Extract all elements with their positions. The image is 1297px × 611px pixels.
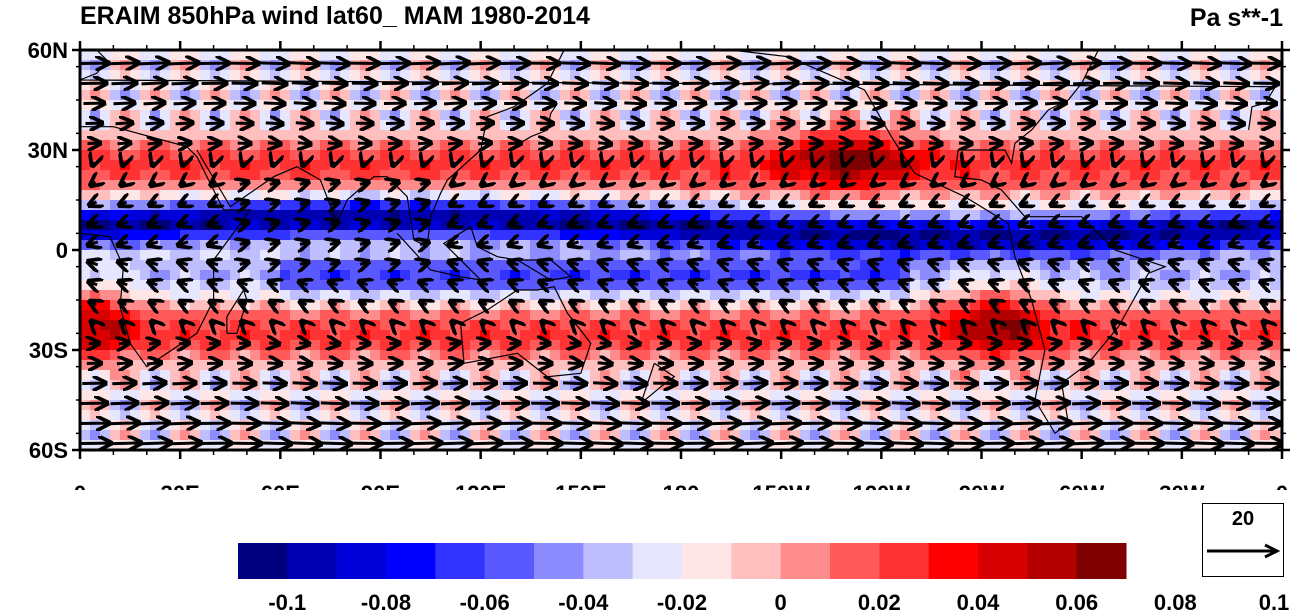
reference-vector-box: 20 xyxy=(1202,503,1284,577)
colorbar-box xyxy=(435,543,486,579)
reference-arrow-head xyxy=(1264,543,1281,559)
lon-label: 150W xyxy=(752,481,810,490)
colorbar-label: 0.06 xyxy=(1055,590,1098,611)
colorbar-label: 0.08 xyxy=(1154,590,1197,611)
reference-vector-label: 20 xyxy=(1231,508,1255,530)
colorbar-box xyxy=(1027,543,1078,579)
units-label: Pa s**-1 xyxy=(1189,4,1283,32)
latitude-labels: 60N 30N 0 30S 60S xyxy=(28,38,68,463)
colorbar-label: 0.02 xyxy=(858,590,901,611)
colorbar-box xyxy=(238,543,288,579)
lon-label: 90E xyxy=(361,481,400,490)
colorbar-label: -0.06 xyxy=(460,590,510,611)
colorbar-box xyxy=(830,543,880,579)
colorbar-box xyxy=(1076,543,1127,579)
longitude-labels: 0 30E 60E 90E 120E 150E 180 150W 120W 90W 60W 30W 0 xyxy=(74,481,1288,490)
lon-label: 150E xyxy=(555,481,606,490)
lon-label: 90W xyxy=(959,481,1004,490)
colorbar-box xyxy=(583,543,634,579)
colorbar-box xyxy=(386,543,436,579)
lon-label: 60W xyxy=(1059,481,1104,490)
wind-vectors xyxy=(80,63,1282,444)
lat-label: 60N xyxy=(28,38,68,63)
colorbar-label: -0.1 xyxy=(268,590,306,611)
lon-label: 0 xyxy=(74,481,86,490)
colorbar-box xyxy=(731,543,782,579)
lon-label: 30E xyxy=(161,481,200,490)
colorbar-label: -0.04 xyxy=(558,590,609,611)
lat-label: 30S xyxy=(29,338,68,363)
colorbar-box xyxy=(287,543,338,579)
colorbar-box xyxy=(780,543,831,579)
lon-label: 120W xyxy=(853,481,911,490)
colorbar-label: 0.04 xyxy=(957,590,1001,611)
colorbar-box xyxy=(336,543,387,579)
map-title: ERAIM 850hPa wind lat60_ MAM 1980-2014 xyxy=(80,2,590,30)
vertical-velocity-field xyxy=(80,50,1282,450)
colorbar-label: -0.08 xyxy=(361,590,411,611)
colorbar-box xyxy=(879,543,930,579)
lat-label: 30N xyxy=(28,138,68,163)
colorbar-box xyxy=(682,543,732,579)
colorbar-box xyxy=(928,543,979,579)
lon-label: 180 xyxy=(663,481,700,490)
colorbar-box xyxy=(978,543,1028,579)
axis-ticks xyxy=(72,41,1290,459)
colorbar-box xyxy=(534,543,584,579)
colorbar-label: 0 xyxy=(775,590,787,611)
wind-map: 60N 30N 0 30S 60S 0 30E 60E 90E 120E 150E 180 150W 1… xyxy=(28,38,1290,490)
colorbar-label: -0.02 xyxy=(657,590,707,611)
colorbar-label: 0.1 xyxy=(1259,590,1290,611)
lat-label: 60S xyxy=(29,438,68,463)
lat-label: 0 xyxy=(56,238,68,263)
lon-label: 0 xyxy=(1276,481,1288,490)
colorbar-box xyxy=(484,543,535,579)
colorbar-box xyxy=(632,543,683,579)
lon-label: 30W xyxy=(1159,481,1204,490)
lon-label: 120E xyxy=(455,481,506,490)
lon-label: 60E xyxy=(261,481,300,490)
